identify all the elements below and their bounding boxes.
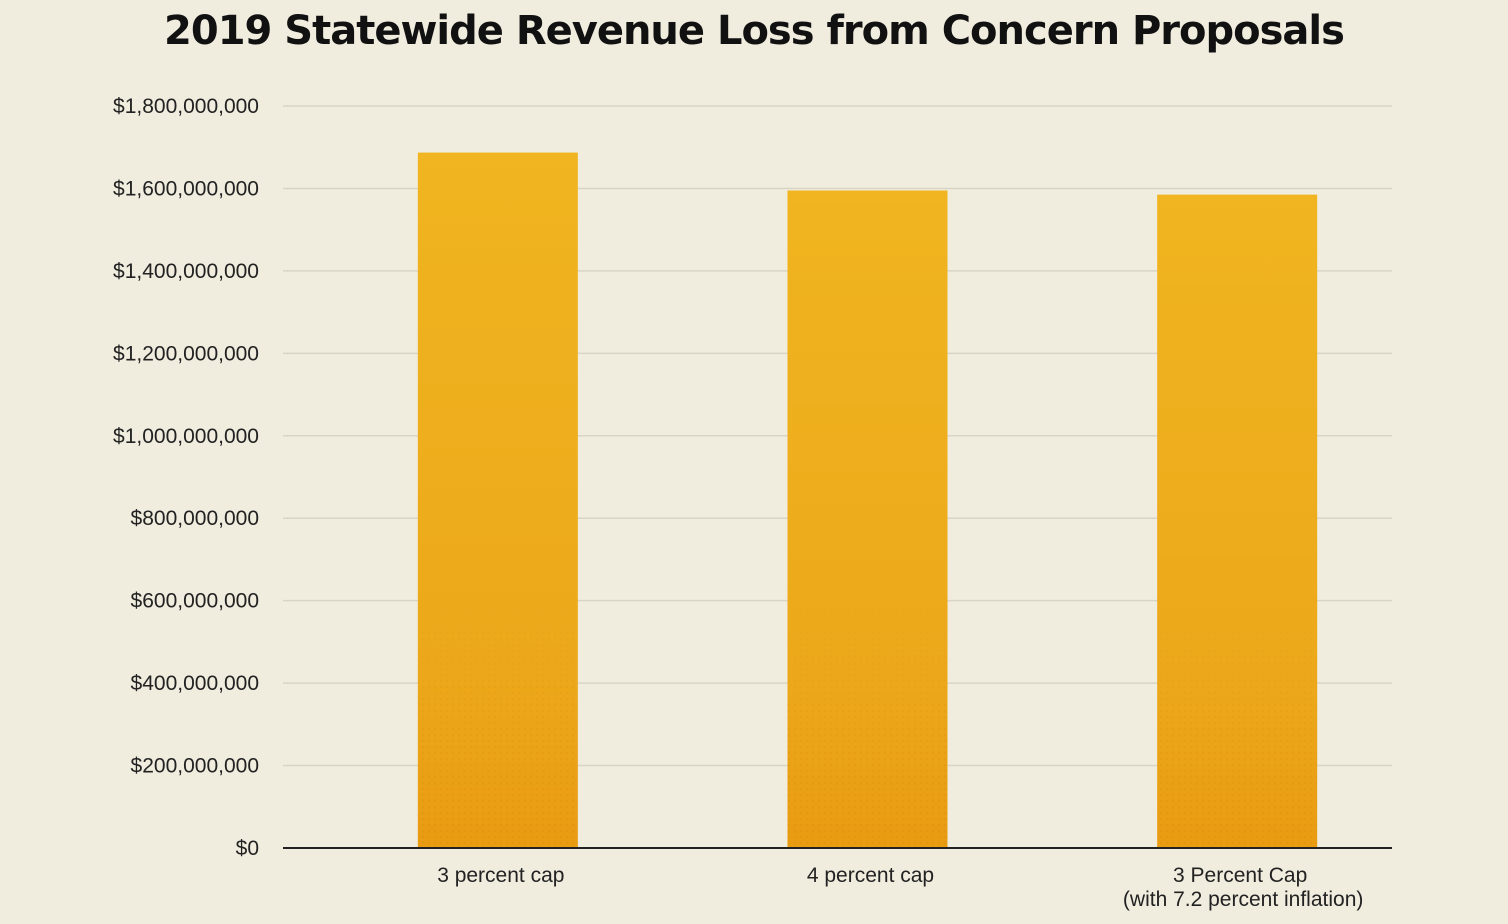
y-tick-label: $0 — [236, 837, 259, 860]
y-tick-label: $1,000,000,000 — [113, 425, 259, 448]
bars — [417, 152, 1318, 848]
x-axis-labels: 3 percent cap 4 percent cap 3 Percent Cap(… — [437, 864, 1363, 911]
y-tick-label: $200,000,000 — [131, 755, 259, 778]
x-category-label: (with 7.2 percent inflation) — [1123, 888, 1363, 911]
bar-texture — [1157, 586, 1318, 848]
bar-texture — [787, 585, 948, 848]
bar-texture — [417, 569, 578, 848]
y-tick-label: $600,000,000 — [131, 590, 259, 613]
x-category-label: 3 percent cap — [437, 864, 564, 887]
y-axis-ticks: $0 $200,000,000 $400,000,000 $600,000,000 $8… — [113, 95, 259, 860]
y-tick-label: $1,600,000,000 — [113, 177, 259, 200]
y-tick-label: $1,200,000,000 — [113, 342, 259, 365]
y-tick-label: $800,000,000 — [131, 507, 259, 530]
x-category-label: 3 Percent Cap — [1173, 864, 1307, 887]
chart-title: 2019 Statewide Revenue Loss from Concern… — [164, 8, 1345, 54]
y-tick-label: $400,000,000 — [131, 672, 259, 695]
y-tick-label: $1,400,000,000 — [113, 260, 259, 283]
y-tick-label: $1,800,000,000 — [113, 95, 259, 118]
x-category-label: 4 percent cap — [807, 864, 934, 887]
